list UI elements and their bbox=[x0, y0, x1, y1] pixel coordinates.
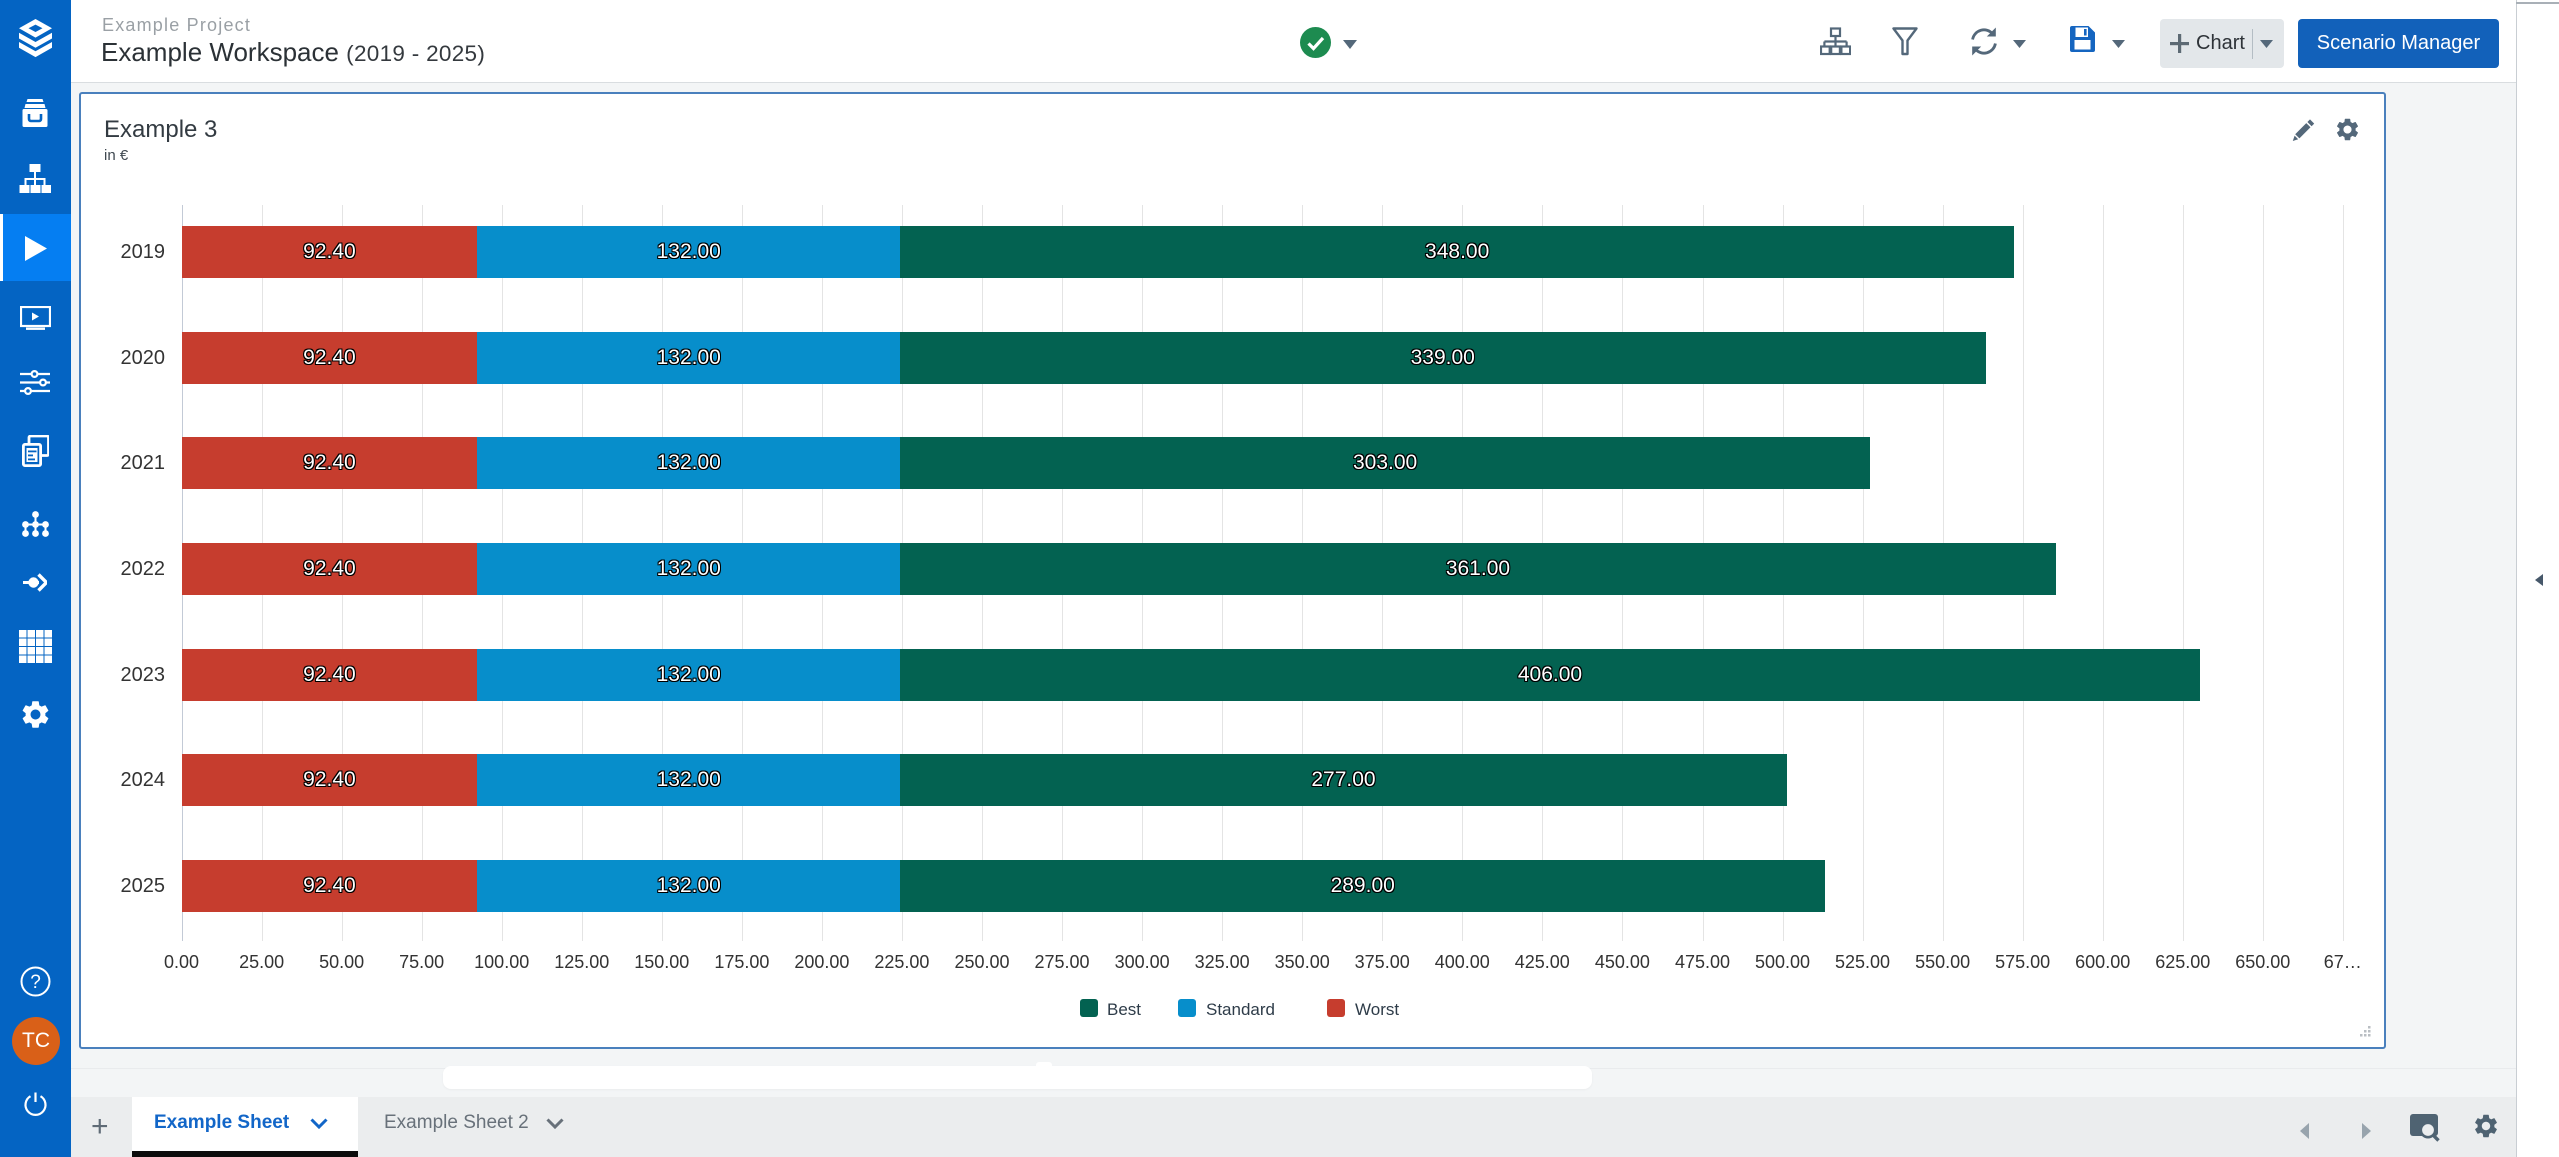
svg-text:?: ? bbox=[30, 972, 41, 993]
